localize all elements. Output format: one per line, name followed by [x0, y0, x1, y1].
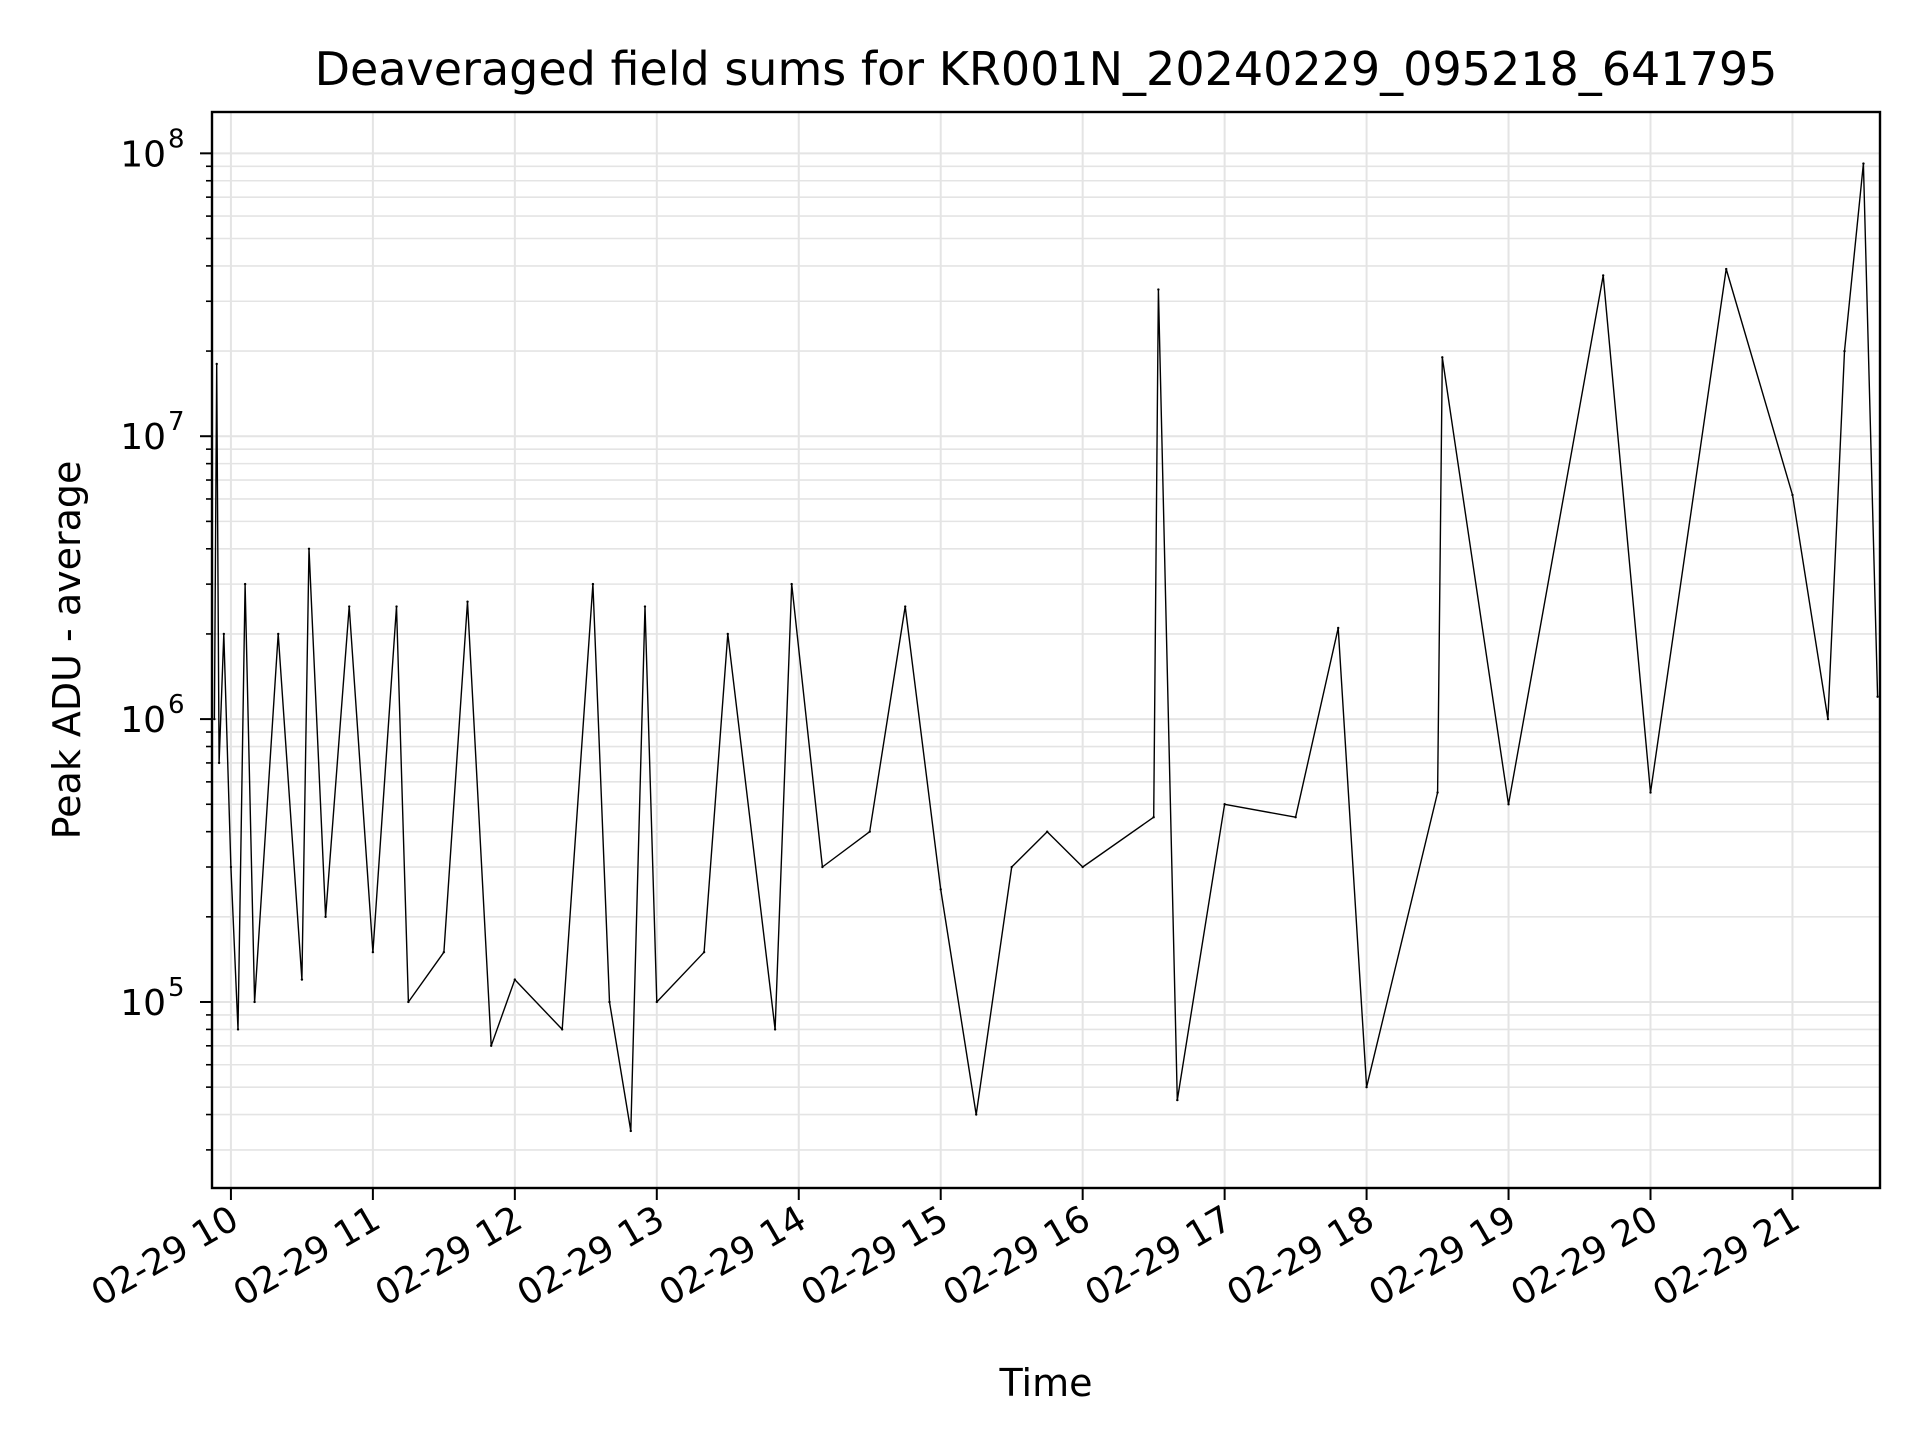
series-point — [1157, 288, 1160, 291]
y-tick-exponent: 6 — [168, 690, 185, 720]
series-point — [1601, 274, 1605, 277]
series-point — [1725, 267, 1728, 271]
series-point — [489, 1044, 493, 1048]
series-point — [1045, 830, 1049, 833]
x-tick-label: 02-29 17 — [1078, 1198, 1239, 1314]
series-point — [277, 632, 280, 636]
y-tick-label: 10 — [120, 134, 166, 175]
series-point — [821, 865, 824, 869]
series-point — [1223, 803, 1226, 806]
series-point — [975, 1113, 978, 1116]
series-point — [1791, 493, 1794, 497]
chart-title: Deaveraged field sums for KR001N_2024022… — [315, 42, 1778, 96]
series-point — [1365, 1085, 1368, 1089]
x-tick-label: 02-29 20 — [1504, 1198, 1665, 1314]
series-point — [222, 632, 226, 636]
x-tick-label: 02-29 12 — [369, 1198, 530, 1314]
series-point — [702, 950, 706, 954]
series-point — [608, 1000, 611, 1004]
series-point — [253, 1000, 256, 1004]
grid-layer — [212, 112, 1880, 1188]
y-tick-exponent: 8 — [168, 124, 185, 154]
series-point — [1081, 865, 1084, 869]
series-point — [1826, 717, 1830, 721]
series-point — [217, 761, 221, 765]
series-point — [513, 978, 517, 981]
series-point — [236, 1028, 240, 1031]
series-point — [1843, 349, 1846, 353]
series-point — [643, 605, 647, 608]
series-point — [324, 915, 327, 919]
series-point — [442, 950, 446, 954]
series-point — [629, 1129, 632, 1133]
series-point — [371, 950, 375, 954]
series-line — [213, 162, 1879, 1132]
x-tick-label: 02-29 16 — [936, 1198, 1097, 1314]
series-point — [1862, 162, 1865, 165]
series-point — [655, 1000, 658, 1004]
y-axis-label: Peak ADU - average — [45, 461, 89, 840]
series-point — [1876, 695, 1879, 698]
series-point — [395, 605, 398, 608]
plot-frame — [210, 110, 1882, 1190]
series-point — [939, 888, 942, 891]
series-point — [868, 830, 871, 833]
series-point — [1507, 803, 1510, 806]
series-point — [1441, 356, 1444, 359]
series-point — [790, 582, 793, 586]
x-tick-label: 02-29 11 — [227, 1198, 388, 1314]
series-point — [1649, 791, 1652, 794]
series-point — [773, 1028, 777, 1031]
series-point — [1152, 816, 1155, 819]
series-point — [560, 1028, 564, 1031]
series-point — [1176, 1098, 1179, 1102]
x-tick-label: 02-29 10 — [85, 1198, 246, 1314]
series-point — [904, 605, 907, 608]
x-tick-label: 02-29 21 — [1646, 1198, 1807, 1314]
x-tick-label: 02-29 13 — [511, 1198, 672, 1314]
series-point — [1010, 865, 1013, 869]
series-point — [307, 547, 311, 550]
series-point — [1336, 626, 1340, 630]
series-point — [466, 600, 469, 603]
series-point — [215, 362, 218, 366]
y-tick-label: 10 — [120, 983, 166, 1024]
y-tick-label: 10 — [120, 417, 166, 458]
series-point — [243, 582, 247, 586]
y-tick-exponent: 5 — [168, 973, 185, 1003]
series-point — [1436, 791, 1439, 794]
series-point — [591, 582, 595, 586]
series-point — [407, 1000, 410, 1004]
series-point — [300, 978, 304, 981]
series-point — [229, 865, 233, 869]
series-point — [1294, 816, 1297, 819]
y-tick-label: 10 — [120, 700, 166, 741]
x-axis-label: Time — [999, 1361, 1093, 1405]
series-layer — [213, 162, 1879, 1133]
x-tick-label: 02-29 15 — [795, 1198, 956, 1314]
series-point — [213, 717, 216, 721]
x-tick-label: 02-29 18 — [1220, 1198, 1381, 1314]
y-tick-exponent: 7 — [168, 407, 185, 437]
series-point — [348, 605, 351, 608]
x-tick-label: 02-29 14 — [653, 1198, 814, 1314]
series-point — [726, 632, 729, 636]
x-tick-label: 02-29 19 — [1362, 1198, 1523, 1314]
